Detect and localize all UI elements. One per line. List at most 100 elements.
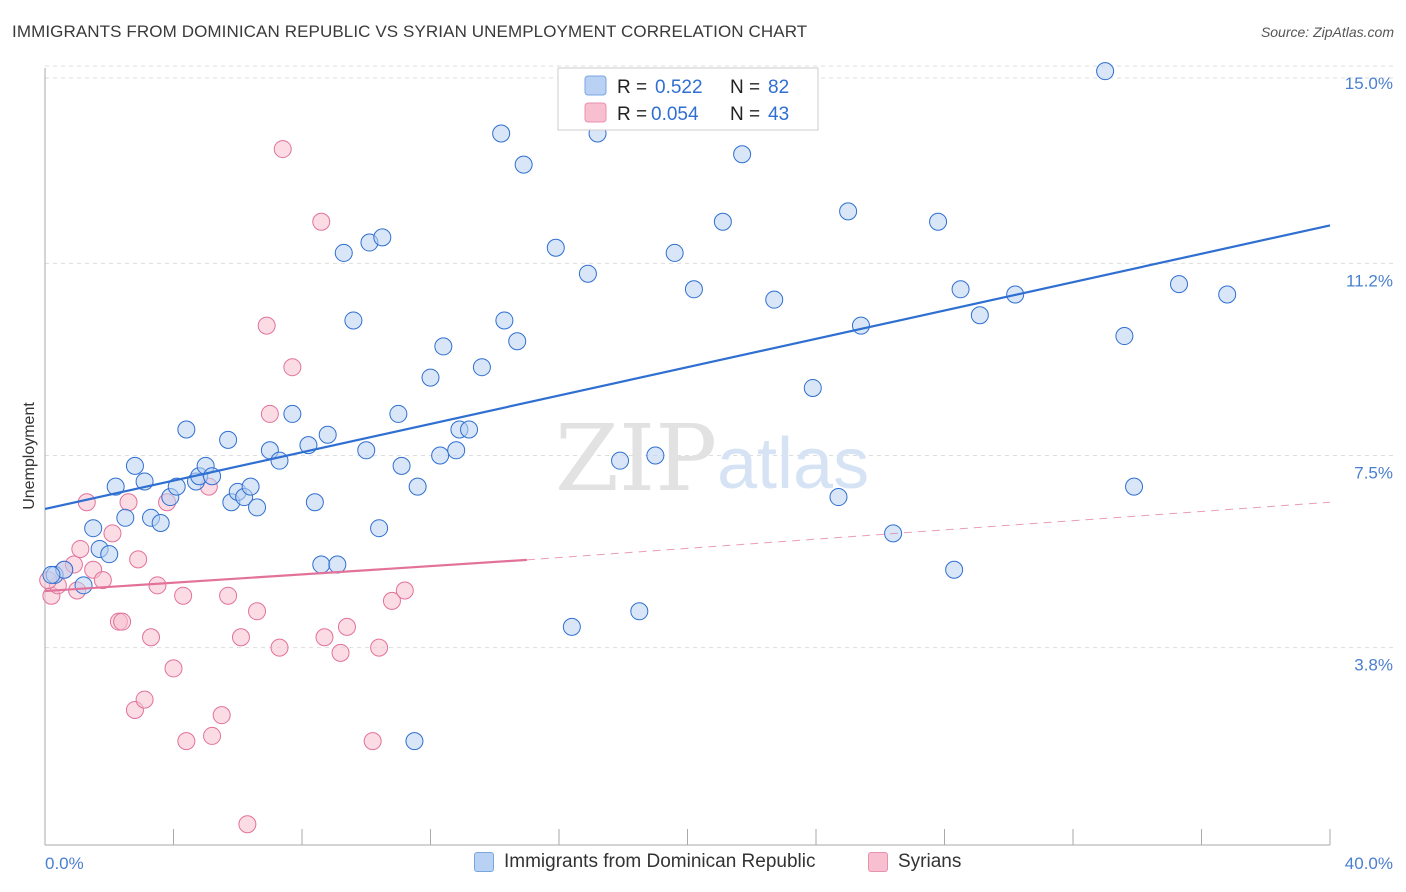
data-point: [142, 628, 161, 647]
trendline: [44, 224, 1331, 511]
data-point: [71, 539, 90, 558]
data-point: [257, 316, 276, 335]
data-point: [363, 732, 382, 751]
data-point: [1170, 275, 1189, 294]
data-point: [273, 140, 292, 159]
data-point: [113, 612, 132, 631]
trendlines: [44, 224, 1331, 593]
data-point: [177, 732, 196, 751]
data-point: [315, 628, 334, 647]
data-point: [646, 446, 665, 465]
legend-swatch-blue: [584, 75, 607, 96]
data-point: [331, 643, 350, 662]
data-point: [151, 514, 170, 532]
data-point: [260, 404, 279, 423]
trendline: [44, 558, 527, 593]
data-point: [929, 212, 948, 231]
bottom-legend-item-syrians: Syrians: [868, 851, 961, 873]
data-point: [357, 441, 376, 460]
data-point: [562, 617, 581, 636]
data-point: [492, 124, 511, 143]
data-point: [508, 332, 527, 351]
data-point: [945, 560, 964, 579]
data-point: [103, 524, 122, 543]
data-point: [611, 451, 630, 470]
data-point: [370, 519, 389, 538]
legend-n-value-2: 43: [768, 104, 789, 125]
legend-swatch-pink: [584, 102, 607, 123]
series-syrians-points: [39, 140, 414, 834]
data-point: [312, 555, 331, 574]
data-point: [116, 508, 135, 527]
data-point: [392, 456, 411, 475]
data-point: [421, 368, 440, 387]
data-point: [1115, 327, 1134, 346]
data-point: [1125, 477, 1144, 496]
data-point: [337, 617, 356, 636]
data-point: [389, 404, 408, 423]
bottom-legend-swatch-pink: [868, 852, 888, 872]
watermark-atlas: atlas: [717, 424, 869, 504]
bottom-legend-label-syrians: Syrians: [898, 851, 962, 872]
data-point: [431, 446, 450, 465]
y-tick-label: 7.5%: [1354, 463, 1393, 482]
data-point: [447, 441, 466, 460]
data-point: [578, 264, 597, 283]
bottom-legend: Immigrants from Dominican Republic Syria…: [0, 851, 1406, 881]
data-point: [248, 498, 267, 517]
x-axis-ticks: [173, 829, 1331, 845]
data-point: [344, 311, 363, 330]
data-point: [713, 212, 732, 231]
data-point: [373, 228, 392, 247]
series-dominican-points: [42, 62, 1237, 751]
data-point: [135, 690, 154, 709]
data-point: [951, 280, 970, 299]
data-point: [405, 732, 424, 751]
data-point: [970, 306, 989, 325]
x-tick-label-max: 40.0%: [1345, 854, 1393, 873]
data-point: [119, 493, 138, 512]
data-point: [370, 638, 389, 657]
data-point: [318, 425, 337, 444]
data-point: [851, 316, 870, 335]
data-point: [219, 430, 238, 449]
y-axis-label: Unemployment: [21, 402, 38, 510]
x-tick-label-min: 0.0%: [45, 854, 84, 873]
data-point: [1096, 62, 1115, 81]
data-point: [334, 243, 353, 262]
data-point: [270, 638, 289, 657]
source-label: Source: ZipAtlas.com: [1260, 24, 1394, 40]
data-point: [203, 726, 222, 745]
legend-r-label-1: R =: [617, 77, 647, 98]
bottom-legend-item-dominican: Immigrants from Dominican Republic: [474, 851, 816, 873]
data-point: [472, 358, 491, 377]
legend-n-value-1: 82: [768, 77, 789, 98]
data-point: [733, 145, 752, 164]
data-point: [219, 586, 238, 605]
data-point: [460, 420, 479, 439]
data-point: [77, 493, 96, 512]
data-point: [174, 586, 193, 605]
data-point: [546, 238, 565, 257]
data-point: [231, 628, 250, 647]
legend-box: R = 0.522 N = 82 R = 0.054 N = 43: [557, 67, 819, 131]
data-point: [434, 337, 453, 356]
data-point: [164, 659, 183, 678]
data-point: [312, 212, 331, 231]
data-point: [665, 243, 684, 262]
data-point: [803, 378, 822, 397]
data-point: [1218, 285, 1237, 304]
chart-title: IMMIGRANTS FROM DOMINICAN REPUBLIC VS SY…: [12, 22, 808, 41]
bottom-legend-swatch-blue: [474, 852, 494, 872]
data-point: [177, 420, 196, 439]
data-point: [238, 815, 257, 834]
watermark-zip: ZIP: [555, 405, 717, 512]
y-tick-label: 3.8%: [1354, 656, 1393, 675]
data-point: [305, 493, 324, 512]
data-point: [42, 565, 61, 584]
legend-r-value-1: 0.522: [655, 77, 703, 98]
data-point: [84, 519, 103, 538]
data-point: [148, 576, 167, 595]
data-point: [106, 477, 125, 496]
